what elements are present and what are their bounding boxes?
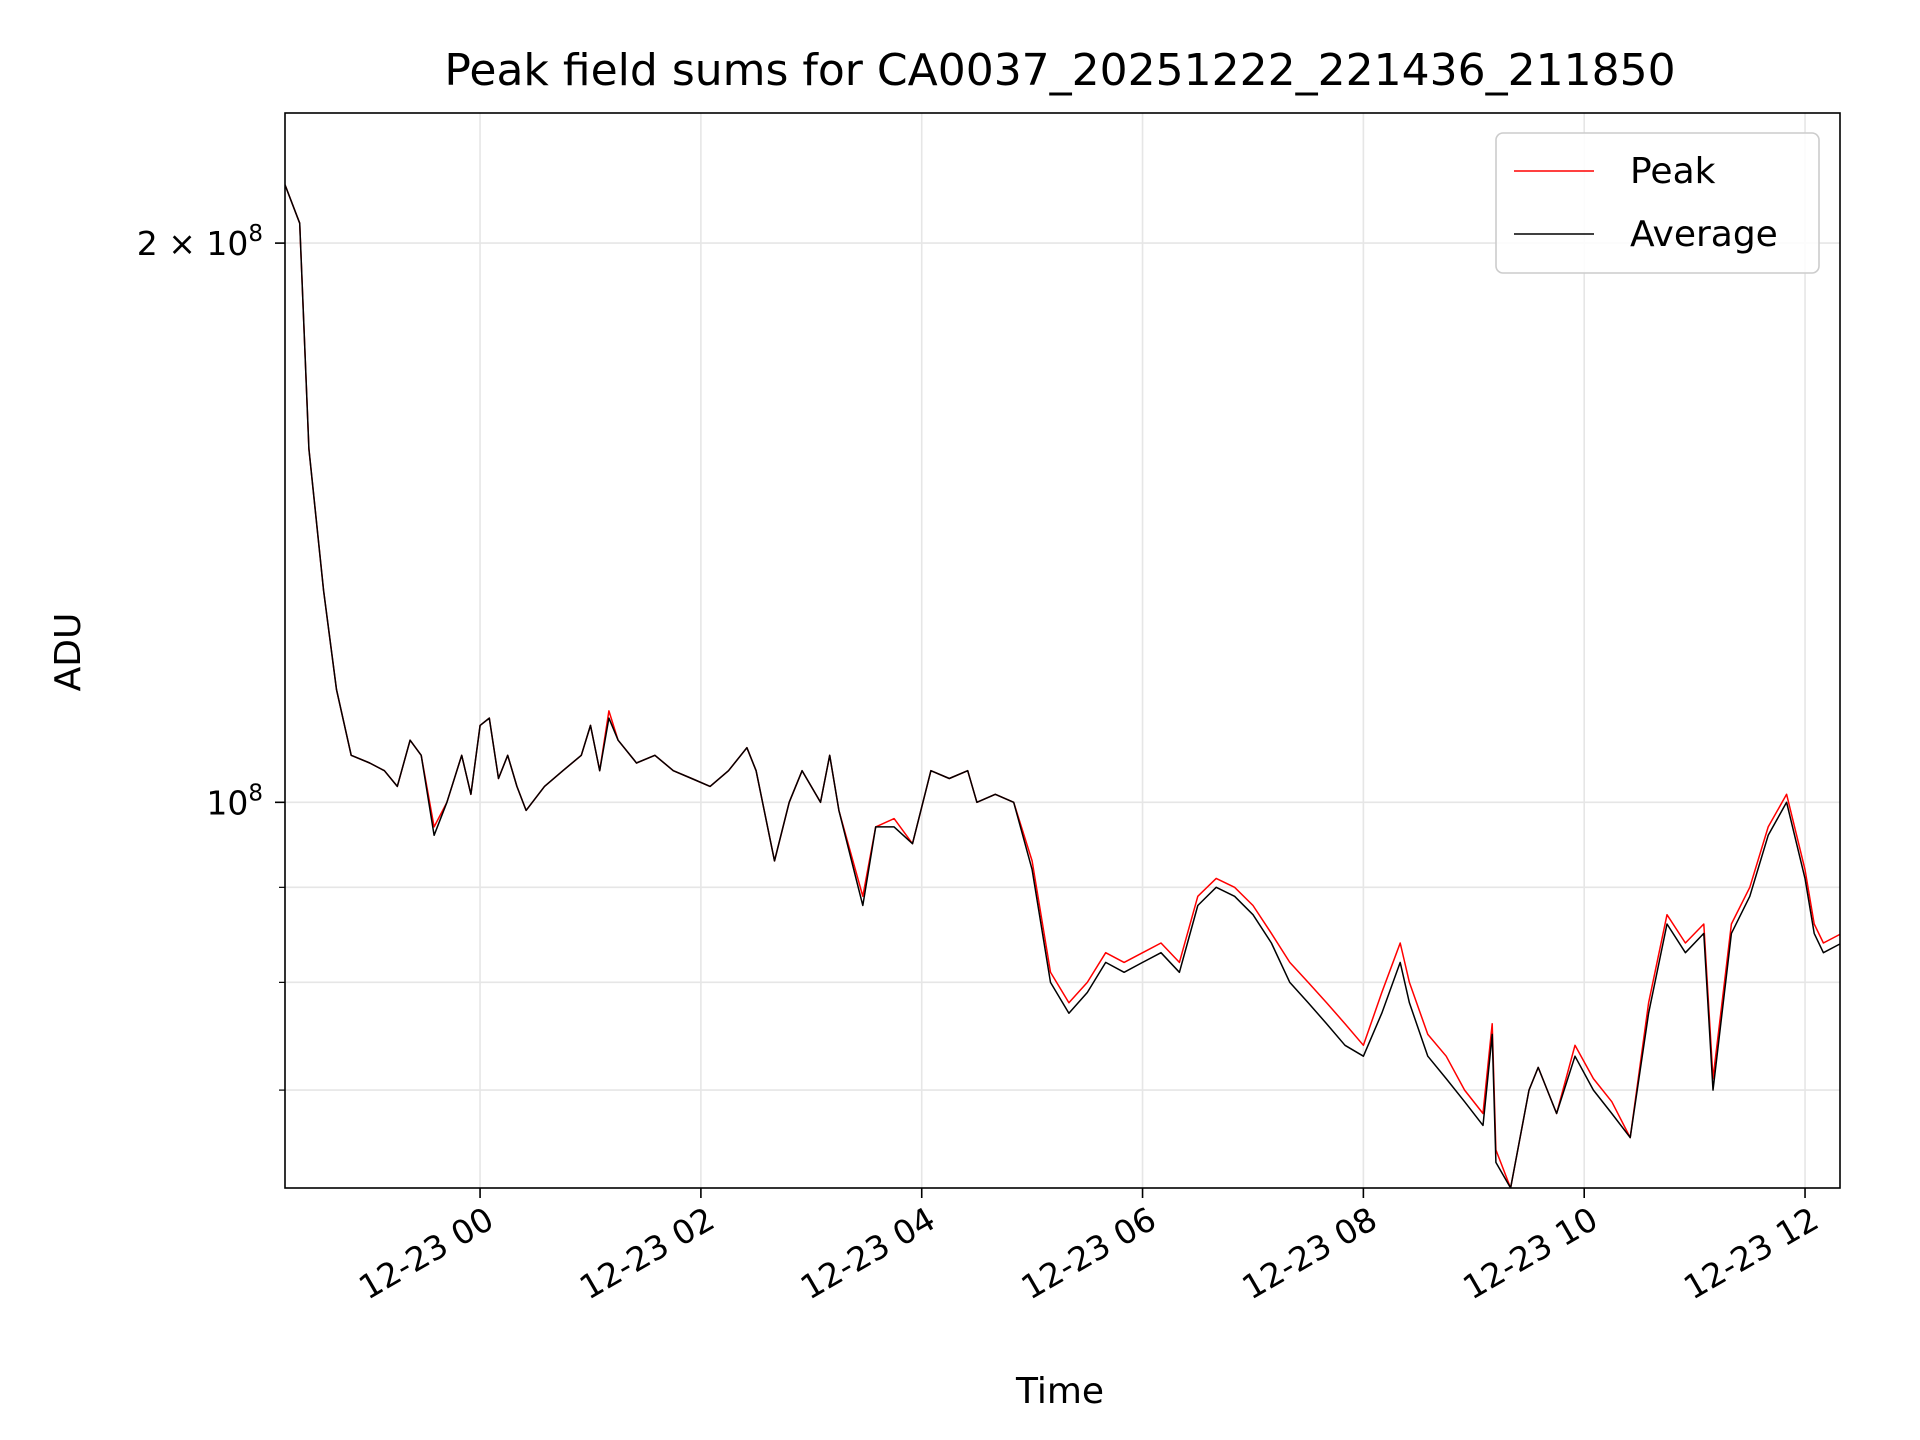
series-line-average	[285, 184, 1840, 1188]
y-tick-label-base: 10	[206, 783, 248, 822]
legend-peak-label: Peak	[1630, 151, 1716, 192]
y-tick-label-base: 2 × 10	[137, 224, 249, 263]
legend-box	[1495, 132, 1820, 274]
chart-title: Peak field sums for CA0037_20251222_2214…	[444, 45, 1675, 96]
legend-average-label: Average	[1630, 214, 1778, 255]
y-tick-label: 108	[206, 780, 263, 822]
plot-area-frame	[284, 112, 1841, 1189]
x-axis-label: Time	[1015, 1371, 1104, 1412]
series-layer	[285, 184, 1840, 1188]
y-tick-label: 2 × 108	[137, 221, 263, 263]
y-axis-label: ADU	[48, 613, 89, 692]
y-tick-label-exponent: 8	[248, 780, 263, 806]
grid	[285, 113, 1840, 1188]
y-tick-label-exponent: 8	[248, 221, 263, 247]
legend: Peak Average	[1495, 132, 1820, 274]
